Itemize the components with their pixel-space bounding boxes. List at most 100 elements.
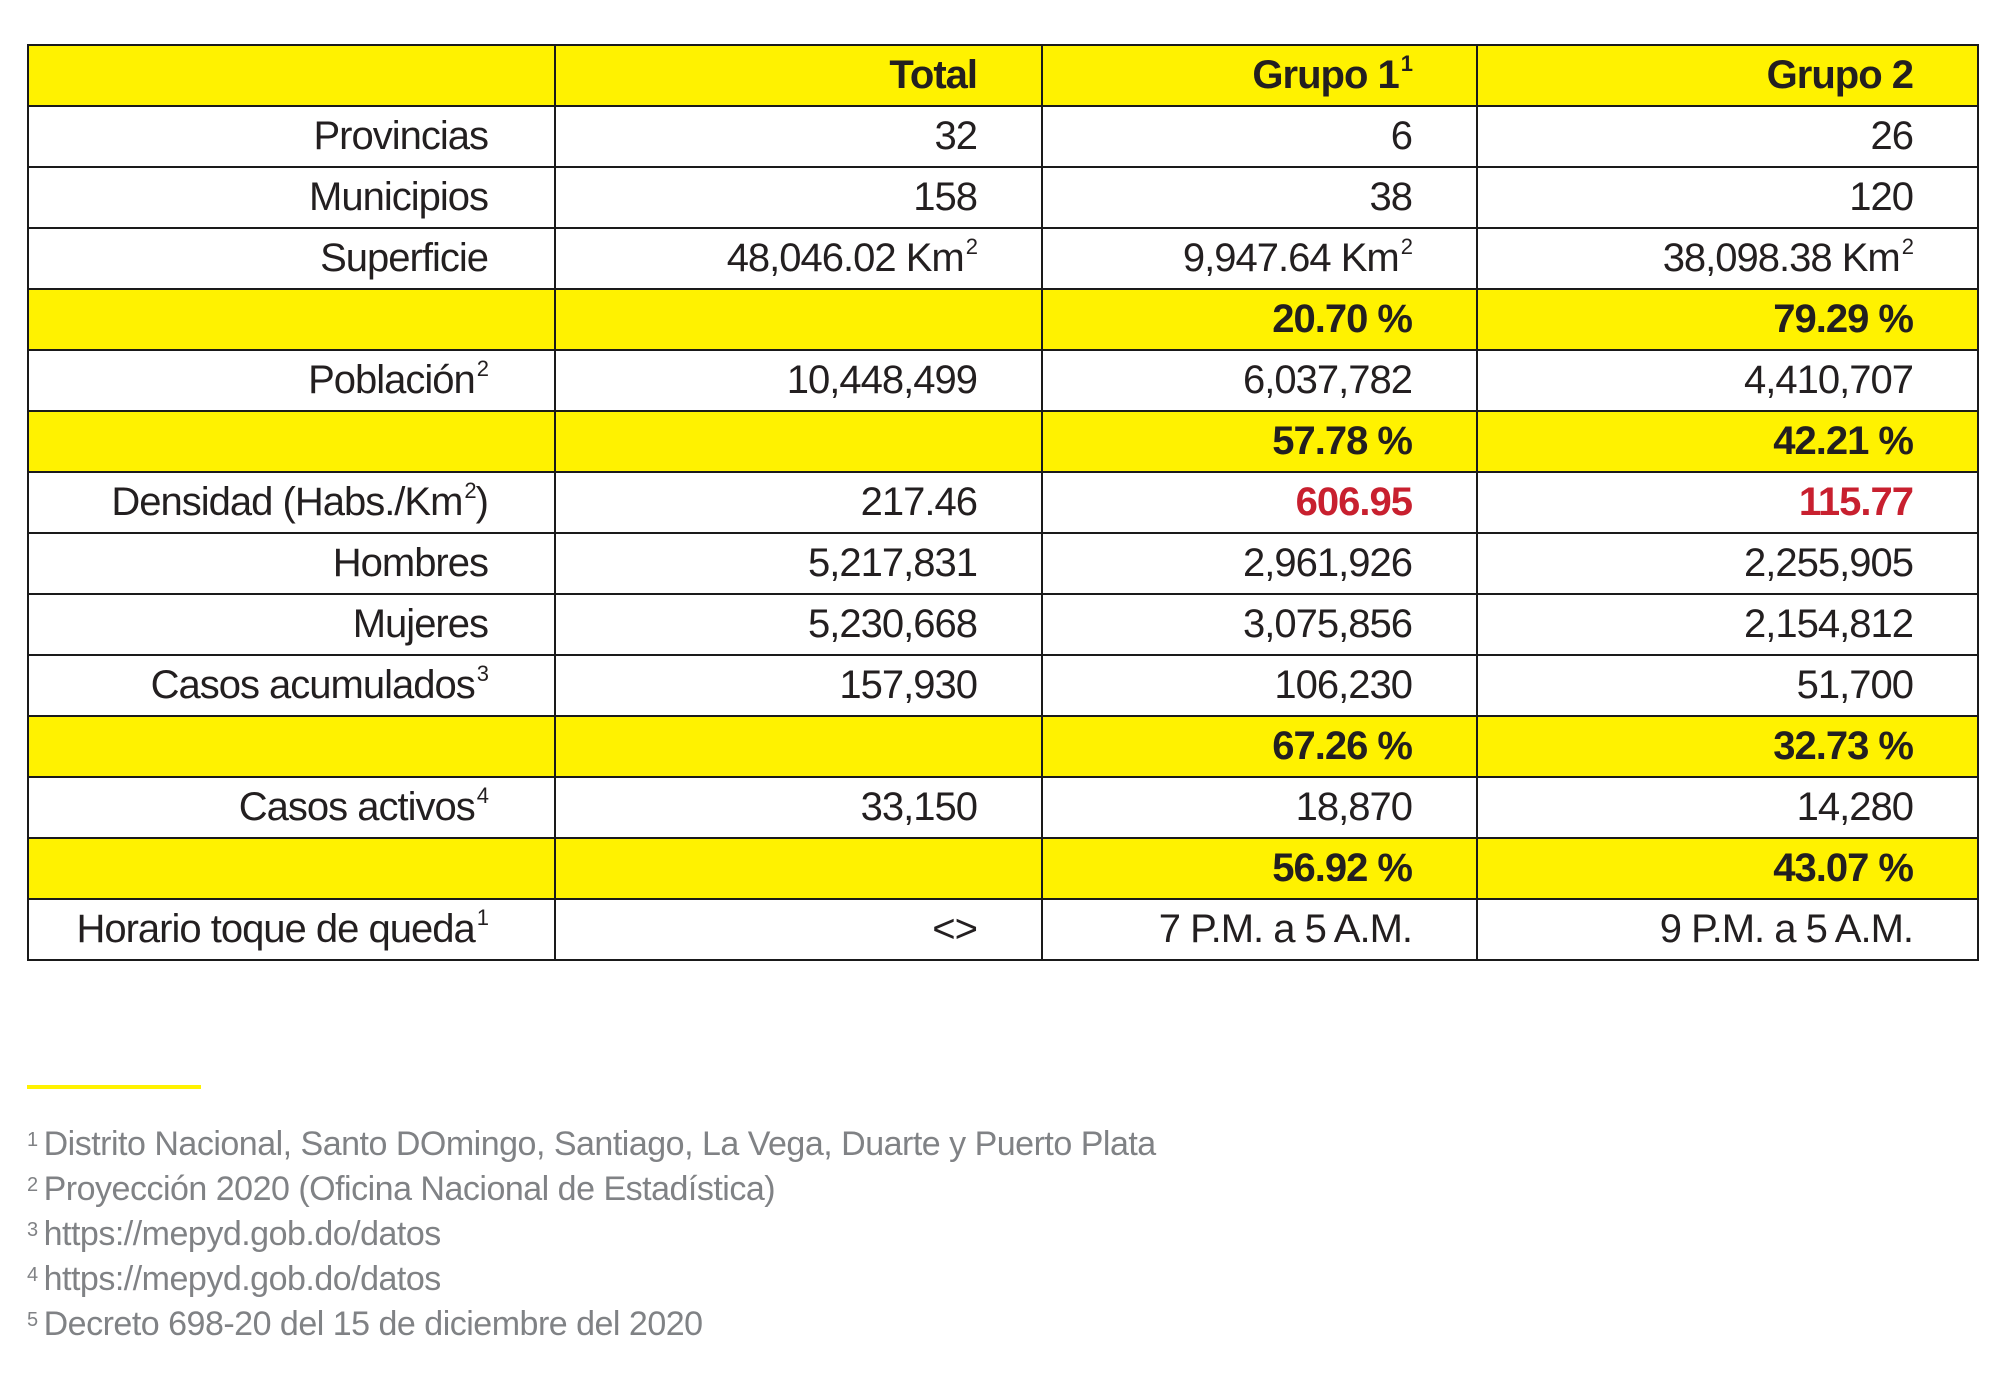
cell-grupo-1: 3,075,856 — [1041, 593, 1478, 656]
footnote-divider — [27, 1085, 201, 1089]
cell-grupo-2: 14,280 — [1476, 776, 1979, 839]
table-row-superficie: Superficie 48,046.02 Km2 9,947.64 Km2 38… — [27, 227, 1979, 290]
cell-grupo-1-pct: 57.78 % — [1041, 410, 1478, 473]
footnote-ref: 3 — [476, 661, 489, 686]
footnote-text: https://mepyd.gob.do/datos — [43, 1215, 442, 1253]
cell-grupo-1: 18,870 — [1041, 776, 1478, 839]
footnote-5: 5 Decreto 698-20 del 15 de diciembre del … — [27, 1302, 1156, 1347]
footnote-marker: 2 — [27, 1174, 38, 1196]
header-row: Total Grupo 11 Grupo 2 — [27, 44, 1979, 107]
table-row-casos-acumulados: Casos acumulados3 157,930 106,230 51,700 — [27, 654, 1979, 717]
cell-grupo-2-pct: 42.21 % — [1476, 410, 1979, 473]
cell-grupo-1: 2,961,926 — [1041, 532, 1478, 595]
cell-grupo-2: 2,154,812 — [1476, 593, 1979, 656]
footnote-marker: 5 — [27, 1309, 38, 1331]
cell-total: 217.46 — [554, 471, 1043, 534]
row-label: Superficie — [27, 227, 556, 290]
table-row-poblacion-pct: 57.78 % 42.21 % — [27, 410, 1979, 473]
footnote-text: Distrito Nacional, Santo DOmingo, Santia… — [43, 1125, 1157, 1163]
cell-grupo-2: 51,700 — [1476, 654, 1979, 717]
cell-total — [554, 837, 1043, 900]
table-row-superficie-pct: 20.70 % 79.29 % — [27, 288, 1979, 351]
cell-grupo-1: 7 P.M. a 5 A.M. — [1041, 898, 1478, 961]
cell-grupo-2: 4,410,707 — [1476, 349, 1979, 412]
footnote-3: 3 https://mepyd.gob.do/datos — [27, 1212, 1156, 1257]
table-row-mujeres: Mujeres 5,230,668 3,075,856 2,154,812 — [27, 593, 1979, 656]
footnote-text: https://mepyd.gob.do/datos — [43, 1260, 442, 1298]
row-label — [27, 410, 556, 473]
unit-superscript: 2 — [464, 478, 476, 503]
cell-total: 157,930 — [554, 654, 1043, 717]
cell-grupo-1-pct: 67.26 % — [1041, 715, 1478, 778]
row-label: Casos activos4 — [27, 776, 556, 839]
cell-grupo-1: 6,037,782 — [1041, 349, 1478, 412]
summary-table: Total Grupo 11 Grupo 2 Provincias 32 6 2… — [27, 44, 1979, 961]
unit-superscript: 2 — [1901, 234, 1914, 259]
footnote-ref: 4 — [476, 783, 489, 808]
footnotes: 1 Distrito Nacional, Santo DOmingo, Santi… — [27, 1122, 1156, 1347]
cell-total: 5,217,831 — [554, 532, 1043, 595]
cell-grupo-1: 6 — [1041, 105, 1478, 168]
summary-table-wrapper: Total Grupo 11 Grupo 2 Provincias 32 6 2… — [27, 44, 1979, 961]
table-row-horario: Horario toque de queda1 <> 7 P.M. a 5 A.… — [27, 898, 1979, 961]
row-label: Provincias — [27, 105, 556, 168]
row-label: Horario toque de queda1 — [27, 898, 556, 961]
cell-grupo-2-pct: 79.29 % — [1476, 288, 1979, 351]
cell-grupo-2-pct: 43.07 % — [1476, 837, 1979, 900]
footnote-text: Proyección 2020 (Oficina Nacional de Est… — [43, 1170, 776, 1208]
cell-grupo-1-highlight: 606.95 — [1041, 471, 1478, 534]
row-label — [27, 837, 556, 900]
header-grupo-2: Grupo 2 — [1476, 44, 1979, 107]
footnote-2: 2 Proyección 2020 (Oficina Nacional de Es… — [27, 1167, 1156, 1212]
cell-total: 48,046.02 Km2 — [554, 227, 1043, 290]
cell-grupo-1: 38 — [1041, 166, 1478, 229]
footnote-ref: 2 — [476, 356, 489, 381]
cell-total: <> — [554, 898, 1043, 961]
cell-total — [554, 715, 1043, 778]
row-label: Densidad (Habs./Km2) — [27, 471, 556, 534]
table-row-casos-acumulados-pct: 67.26 % 32.73 % — [27, 715, 1979, 778]
footnote-ref: 1 — [476, 905, 489, 930]
footnote-ref: 1 — [1400, 51, 1413, 76]
row-label — [27, 715, 556, 778]
unit-superscript: 2 — [1400, 234, 1413, 259]
row-label: Mujeres — [27, 593, 556, 656]
header-grupo-1: Grupo 11 — [1041, 44, 1478, 107]
cell-grupo-2: 38,098.38 Km2 — [1476, 227, 1979, 290]
table-row-casos-activos-pct: 56.92 % 43.07 % — [27, 837, 1979, 900]
footnote-4: 4 https://mepyd.gob.do/datos — [27, 1257, 1156, 1302]
cell-grupo-1: 106,230 — [1041, 654, 1478, 717]
cell-grupo-2: 9 P.M. a 5 A.M. — [1476, 898, 1979, 961]
cell-total — [554, 410, 1043, 473]
footnote-marker: 1 — [27, 1129, 38, 1151]
cell-total — [554, 288, 1043, 351]
cell-total: 10,448,499 — [554, 349, 1043, 412]
row-label: Población2 — [27, 349, 556, 412]
cell-total: 32 — [554, 105, 1043, 168]
table-row-hombres: Hombres 5,217,831 2,961,926 2,255,905 — [27, 532, 1979, 595]
cell-grupo-2: 26 — [1476, 105, 1979, 168]
row-label: Municipios — [27, 166, 556, 229]
row-label: Hombres — [27, 532, 556, 595]
row-label: Casos acumulados3 — [27, 654, 556, 717]
cell-total: 158 — [554, 166, 1043, 229]
footnote-marker: 4 — [27, 1264, 38, 1286]
table-row-densidad: Densidad (Habs./Km2) 217.46 606.95 115.7… — [27, 471, 1979, 534]
footnote-marker: 3 — [27, 1219, 38, 1241]
cell-grupo-2-pct: 32.73 % — [1476, 715, 1979, 778]
unit-superscript: 2 — [965, 234, 978, 259]
footnote-1: 1 Distrito Nacional, Santo DOmingo, Santi… — [27, 1122, 1156, 1167]
table-row-municipios: Municipios 158 38 120 — [27, 166, 1979, 229]
cell-grupo-1-pct: 56.92 % — [1041, 837, 1478, 900]
table-row-poblacion: Población2 10,448,499 6,037,782 4,410,70… — [27, 349, 1979, 412]
table-row-provincias: Provincias 32 6 26 — [27, 105, 1979, 168]
header-total: Total — [554, 44, 1043, 107]
cell-grupo-2-highlight: 115.77 — [1476, 471, 1979, 534]
row-label — [27, 288, 556, 351]
cell-grupo-2: 2,255,905 — [1476, 532, 1979, 595]
cell-grupo-1-pct: 20.70 % — [1041, 288, 1478, 351]
cell-grupo-1: 9,947.64 Km2 — [1041, 227, 1478, 290]
table-row-casos-activos: Casos activos4 33,150 18,870 14,280 — [27, 776, 1979, 839]
cell-total: 5,230,668 — [554, 593, 1043, 656]
header-empty-cell — [27, 44, 556, 107]
